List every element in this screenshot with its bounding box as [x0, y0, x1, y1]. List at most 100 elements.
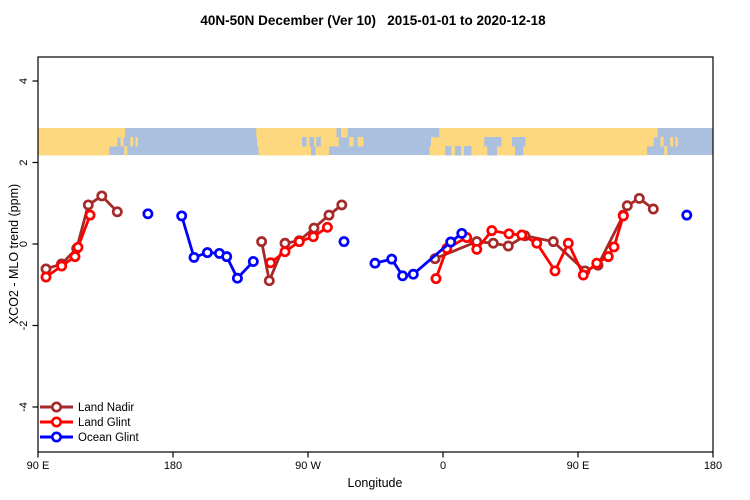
map-land [38, 146, 110, 156]
x-tick-label: 90 E [27, 460, 50, 472]
data-point-ocean-glint [247, 256, 259, 267]
data-point-land-glint [321, 221, 333, 233]
map-inland-water [512, 137, 526, 147]
map-land [675, 137, 678, 147]
x-axis-title: Longitude [348, 476, 403, 490]
data-point-land-nadir [487, 237, 499, 249]
series-line-land-nadir [44, 194, 119, 271]
plot-border [37, 56, 714, 453]
data-point-ocean-glint [142, 208, 154, 220]
data-point-land-nadir [621, 200, 633, 212]
data-point-land-glint [591, 257, 603, 269]
map-land [135, 137, 138, 147]
data-point-land-glint [503, 228, 515, 240]
legend-marker-land-nadir [50, 401, 62, 413]
map-land [357, 137, 364, 147]
data-point-land-glint [549, 265, 561, 277]
plot-area: 90 E 180 90 W 0 90 E 180 4 2 0 -2 -4 [18, 56, 722, 472]
map-land [670, 137, 674, 147]
y-tick-label: 4 [18, 78, 30, 84]
data-point-land-glint [471, 243, 483, 255]
data-point-land-glint [293, 236, 305, 248]
map-inland-water [311, 146, 316, 156]
series-ocean-glint [142, 208, 693, 284]
data-point-land-glint [608, 241, 620, 253]
y-tick-label: -4 [18, 402, 30, 412]
map-inland-water [434, 128, 440, 138]
data-point-land-glint [617, 210, 629, 222]
map-land [120, 137, 124, 147]
data-point-land-nadir [323, 209, 335, 221]
x-tick-label: 90 E [567, 460, 590, 472]
map-land [256, 128, 337, 138]
data-point-ocean-glint [386, 253, 398, 265]
map-land [664, 146, 668, 156]
data-point-land-nadir [96, 190, 108, 202]
map-land [431, 137, 654, 147]
data-point-land-glint [40, 271, 52, 283]
data-point-land-glint [577, 269, 589, 281]
data-point-land-glint [69, 251, 81, 263]
data-point-land-glint [486, 225, 498, 237]
series-line-ocean-glint [180, 214, 255, 280]
data-point-land-nadir [308, 222, 320, 234]
data-point-land-nadir [82, 199, 94, 211]
legend-label-land-glint: Land Glint [78, 417, 131, 429]
map-land [257, 137, 334, 147]
data-point-land-glint [516, 229, 528, 241]
data-point-ocean-glint [338, 236, 350, 248]
legend: Land Nadir Land Glint Ocean Glint [40, 401, 140, 444]
legend-marker-land-glint [50, 416, 62, 428]
map-land [429, 146, 647, 156]
map-inland-water [464, 146, 472, 156]
map-land [124, 146, 128, 156]
data-point-land-glint [307, 231, 319, 243]
map-land [349, 137, 354, 147]
data-point-land-glint [430, 273, 442, 285]
map-land [332, 137, 339, 147]
x-tick-label: 180 [164, 460, 182, 472]
data-point-land-nadir [336, 199, 348, 211]
data-point-land-glint [279, 246, 291, 258]
map-inland-water [309, 137, 314, 147]
data-point-ocean-glint [397, 270, 409, 282]
data-point-land-nadir [502, 240, 514, 252]
data-point-land-glint [562, 237, 574, 249]
data-point-land-nadir [647, 203, 659, 215]
map-inland-water [316, 137, 321, 147]
data-point-land-nadir [547, 236, 559, 248]
world-map-band [38, 128, 713, 156]
legend-label-land-nadir: Land Nadir [78, 402, 134, 414]
data-point-ocean-glint [188, 251, 200, 263]
map-inland-water [484, 137, 502, 147]
data-point-land-nadir [263, 275, 275, 287]
map-land [341, 128, 348, 138]
map-land [130, 137, 134, 147]
data-point-land-glint [72, 241, 84, 253]
map-land [258, 146, 329, 156]
map-inland-water [487, 146, 497, 156]
data-point-land-nadir [279, 237, 291, 249]
y-axis-title: XCO2 - MLO trend (ppm) [7, 184, 21, 324]
data-point-land-glint [84, 209, 96, 221]
x-tick-label: 0 [440, 460, 446, 472]
data-point-land-nadir [111, 206, 123, 218]
legend-marker-ocean-glint [50, 431, 62, 443]
data-point-land-glint [602, 251, 614, 263]
data-point-land-nadir [256, 236, 268, 248]
x-tick-label: 90 W [295, 460, 321, 472]
map-inland-water [445, 146, 452, 156]
map-land [38, 137, 118, 147]
legend-label-ocean-glint: Ocean Glint [78, 432, 140, 444]
data-point-land-nadir [633, 192, 645, 204]
data-point-ocean-glint [201, 247, 213, 259]
map-inland-water [515, 146, 524, 156]
y-tick-label: 2 [18, 159, 30, 165]
data-point-ocean-glint [176, 210, 188, 222]
data-point-ocean-glint [407, 268, 419, 280]
map-land [38, 128, 125, 138]
data-point-land-glint [531, 237, 543, 249]
y-tick-label: 0 [18, 241, 30, 247]
data-point-land-glint [265, 257, 277, 269]
